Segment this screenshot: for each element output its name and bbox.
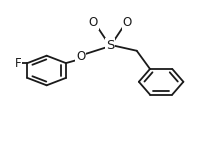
Text: F: F (14, 57, 21, 70)
Text: O: O (89, 16, 98, 29)
Text: S: S (106, 39, 114, 52)
Text: O: O (123, 16, 132, 29)
Text: O: O (76, 50, 85, 63)
